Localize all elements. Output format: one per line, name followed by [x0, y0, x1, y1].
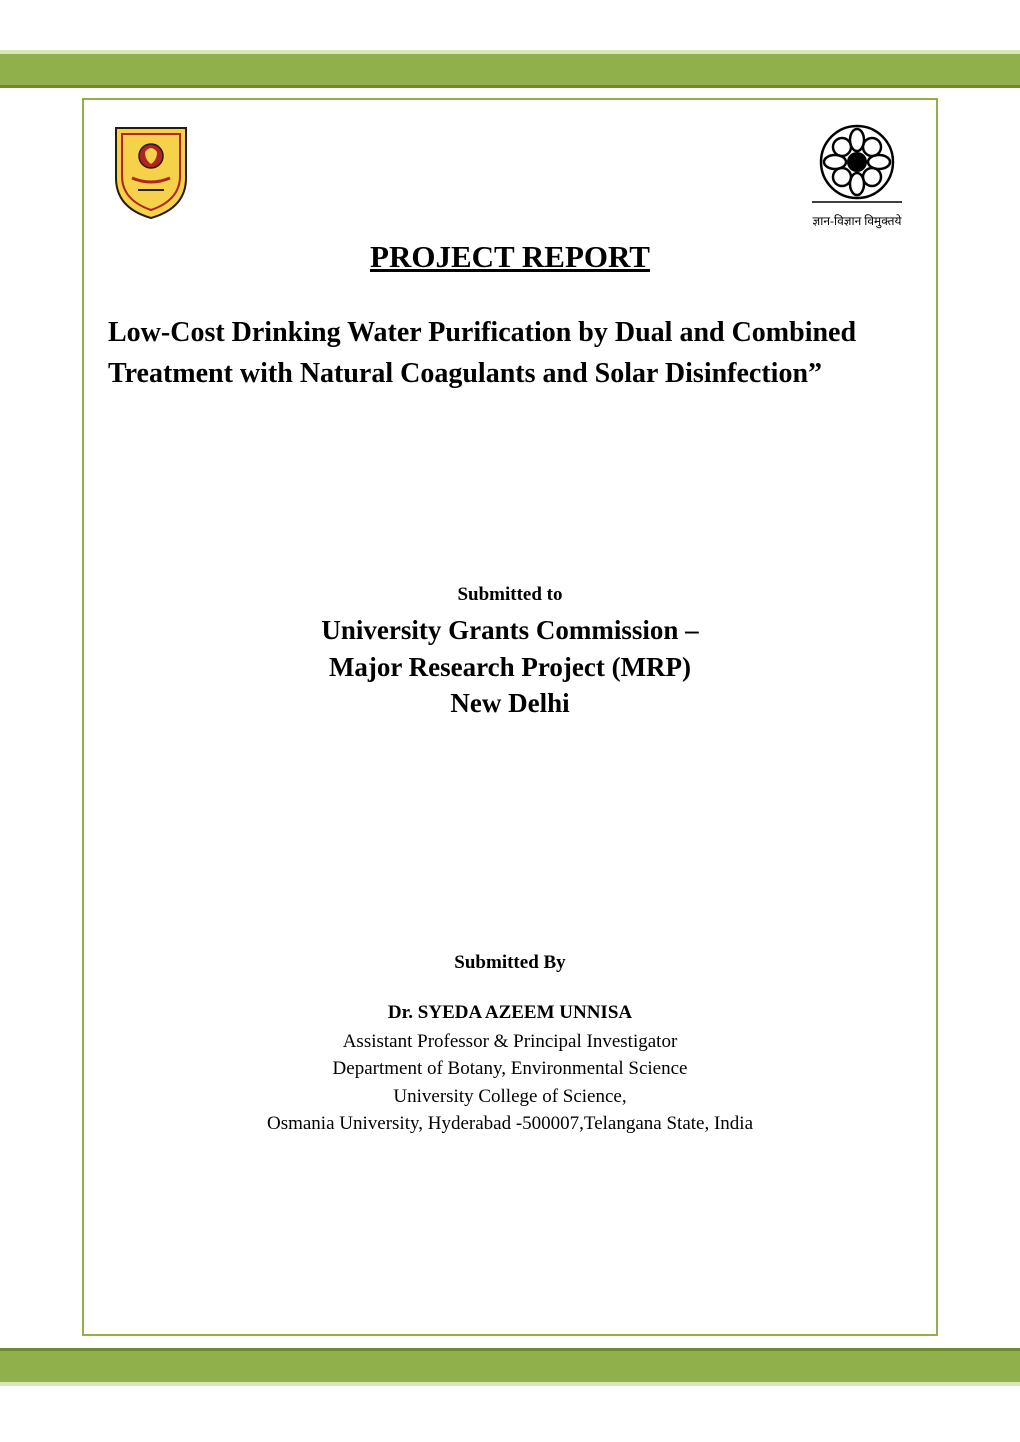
submitted-by-label: Submitted By	[108, 952, 912, 974]
submitted-to-line3: New Delhi	[108, 685, 912, 721]
author-role: Assistant Professor & Principal Investig…	[108, 1028, 912, 1056]
author-university: Osmania University, Hyderabad -500007,Te…	[108, 1110, 912, 1138]
bottom-decorative-band	[0, 1348, 1020, 1382]
top-decorative-band	[0, 54, 1020, 88]
author-college: University College of Science,	[108, 1083, 912, 1111]
ugc-circle-icon	[802, 120, 912, 210]
submitted-to-block: Submitted to University Grants Commissio…	[108, 584, 912, 721]
osmania-university-logo	[108, 120, 194, 222]
submitted-by-block: Submitted By Dr. SYEDA AZEEM UNNISA Assi…	[108, 952, 912, 1138]
report-heading: PROJECT REPORT	[108, 239, 912, 275]
author-department: Department of Botany, Environmental Scie…	[108, 1055, 912, 1083]
shield-crest-icon	[108, 120, 194, 222]
author-name: Dr. SYEDA AZEEM UNNISA	[108, 1002, 912, 1024]
project-title: Low-Cost Drinking Water Purification by …	[108, 313, 912, 394]
logo-row: ज्ञान-विज्ञान विमुक्तये	[108, 120, 912, 229]
submitted-to-line1: University Grants Commission –	[108, 612, 912, 648]
ugc-logo-caption: ज्ञान-विज्ञान विमुक्तये	[813, 212, 902, 229]
ugc-logo: ज्ञान-विज्ञान विमुक्तये	[802, 120, 912, 229]
submitted-to-label: Submitted to	[108, 584, 912, 606]
content-frame: ज्ञान-विज्ञान विमुक्तये PROJECT REPORT L…	[82, 98, 938, 1336]
page-root: ज्ञान-विज्ञान विमुक्तये PROJECT REPORT L…	[0, 0, 1020, 1442]
submitted-to-line2: Major Research Project (MRP)	[108, 649, 912, 685]
